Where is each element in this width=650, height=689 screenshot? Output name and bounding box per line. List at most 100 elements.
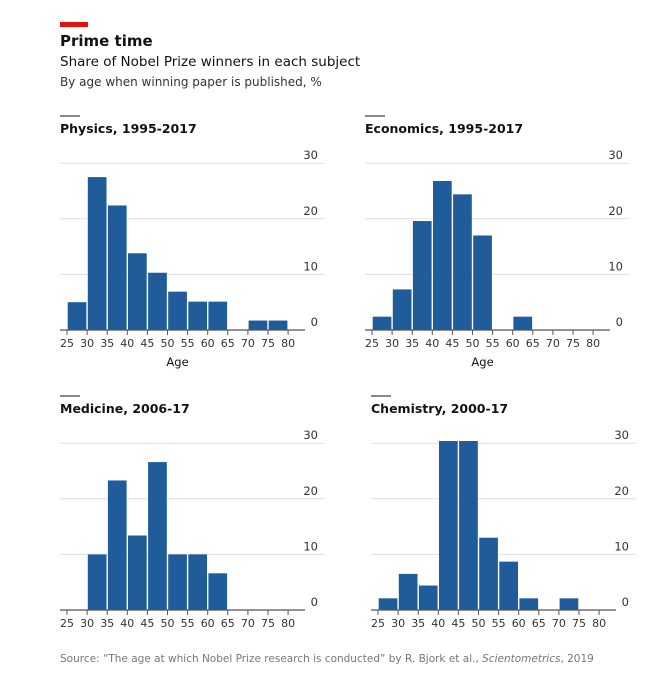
source-text: Source: “The age at which Nobel Prize re…: [60, 653, 483, 665]
y-tick-label: 20: [303, 484, 318, 498]
x-tick-label: 45: [140, 617, 154, 630]
bar-35-40: [418, 585, 438, 610]
x-tick-label: 60: [506, 337, 520, 350]
figure-subtitle: Share of Nobel Prize winners in each sub…: [60, 54, 361, 70]
x-tick-label: 45: [445, 337, 459, 350]
figure-title: Prime time: [60, 32, 153, 50]
x-tick-label: 25: [60, 617, 74, 630]
y-tick-label: 10: [614, 539, 629, 553]
chart-title: Chemistry, 2000-17: [371, 401, 508, 416]
y-tick-label: 30: [303, 148, 318, 162]
accent-bar: [60, 22, 88, 27]
bar-40-45: [128, 253, 147, 330]
bar-35-40: [107, 480, 127, 610]
x-tick-label: 50: [161, 617, 175, 630]
chart-title: Economics, 1995-2017: [365, 121, 523, 136]
x-tick-label: 35: [100, 337, 114, 350]
x-tick-label: 50: [472, 617, 486, 630]
bar-40-45: [128, 535, 147, 610]
x-tick-label: 35: [100, 617, 114, 630]
bar-35-40: [107, 205, 127, 330]
x-tick-label: 25: [365, 337, 379, 350]
x-axis-label: Age: [471, 355, 493, 369]
x-tick-label: 25: [371, 617, 385, 630]
y-tick-label: 0: [311, 595, 318, 609]
y-tick-label: 30: [614, 428, 629, 442]
bar-60-65: [519, 598, 539, 610]
x-tick-label: 75: [261, 617, 275, 630]
x-tick-label: 30: [391, 617, 405, 630]
y-tick-label: 20: [608, 204, 623, 218]
bar-35-40: [412, 221, 432, 330]
x-tick-label: 70: [241, 337, 255, 350]
x-tick-label: 55: [492, 617, 506, 630]
source-year: , 2019: [560, 653, 594, 665]
y-tick-label: 20: [303, 204, 318, 218]
x-tick-label: 30: [80, 337, 94, 350]
x-tick-label: 45: [451, 617, 465, 630]
x-tick-label: 25: [60, 337, 74, 350]
bar-30-35: [87, 177, 107, 330]
x-tick-label: 65: [526, 337, 540, 350]
bar-25-30: [372, 316, 392, 330]
bar-70-75: [559, 598, 579, 610]
x-tick-label: 70: [241, 617, 255, 630]
x-tick-label: 80: [586, 337, 600, 350]
chart-panel-3: Chemistry, 2000-17 0 10 20 30 25 30 35 40 45 50 55 6…: [371, 395, 636, 630]
source-journal: Scientometrics: [482, 653, 561, 665]
x-tick-label: 40: [120, 337, 134, 350]
bar-50-55: [168, 291, 187, 330]
x-tick-label: 55: [486, 337, 500, 350]
bar-55-60: [499, 561, 518, 610]
bar-50-55: [473, 235, 492, 330]
y-tick-label: 0: [616, 315, 623, 329]
y-tick-label: 10: [303, 259, 318, 273]
x-tick-label: 80: [281, 617, 295, 630]
bar-30-35: [87, 554, 107, 610]
y-tick-label: 30: [608, 148, 623, 162]
x-tick-label: 50: [466, 337, 480, 350]
chart-title: Physics, 1995-2017: [60, 121, 197, 136]
bar-45-50: [148, 462, 167, 610]
x-tick-label: 35: [405, 337, 419, 350]
figure-subtitle-2: By age when winning paper is published, …: [60, 75, 322, 89]
x-tick-label: 30: [385, 337, 399, 350]
x-tick-label: 45: [140, 337, 154, 350]
y-tick-label: 0: [622, 595, 629, 609]
y-tick-label: 10: [608, 259, 623, 273]
x-tick-label: 30: [80, 617, 94, 630]
x-tick-label: 70: [552, 617, 566, 630]
bar-60-65: [208, 573, 228, 610]
chart-title: Medicine, 2006-17: [60, 401, 190, 416]
source-note: Source: “The age at which Nobel Prize re…: [60, 653, 594, 665]
x-tick-label: 50: [161, 337, 175, 350]
y-tick-label: 20: [614, 484, 629, 498]
bar-40-45: [439, 440, 458, 610]
chart-panel-1: Economics, 1995-2017 0 10 20 30 25 30 35 40 45 50 5…: [365, 115, 630, 369]
x-tick-label: 75: [566, 337, 580, 350]
y-tick-label: 0: [311, 315, 318, 329]
bar-25-30: [378, 598, 398, 610]
x-tick-label: 75: [261, 337, 275, 350]
chart-panel-2: Medicine, 2006-17 0 10 20 30 25 30 35 40 45 50 55 60…: [60, 395, 325, 630]
bar-70-75: [248, 320, 268, 330]
bar-25-30: [67, 302, 87, 330]
bar-45-50: [453, 194, 472, 330]
x-axis-label: Age: [166, 355, 188, 369]
x-tick-label: 35: [411, 617, 425, 630]
x-tick-label: 75: [572, 617, 586, 630]
bar-60-65: [208, 301, 228, 330]
x-tick-label: 65: [532, 617, 546, 630]
bar-60-65: [513, 316, 533, 330]
x-tick-label: 80: [592, 617, 606, 630]
bar-50-55: [168, 554, 187, 610]
bar-75-80: [268, 320, 288, 330]
x-tick-label: 60: [512, 617, 526, 630]
x-tick-label: 55: [181, 337, 195, 350]
x-tick-label: 65: [221, 617, 235, 630]
x-tick-label: 60: [201, 337, 215, 350]
x-tick-label: 40: [425, 337, 439, 350]
bar-50-55: [479, 537, 498, 610]
